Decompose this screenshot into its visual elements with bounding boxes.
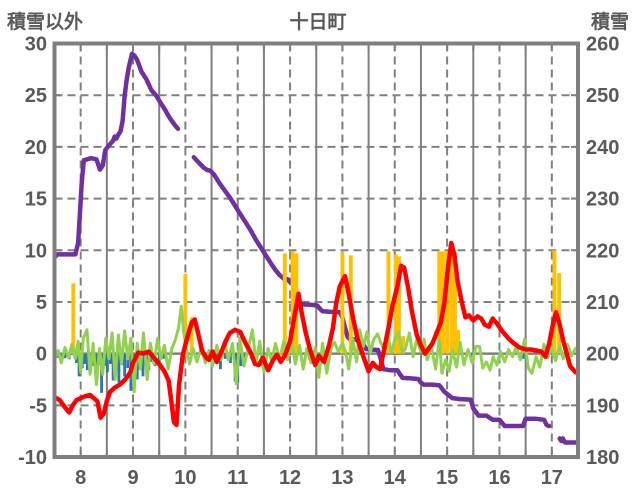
orange-bars-precipitation-bar: [456, 329, 461, 354]
x-tick-label: 17: [541, 467, 563, 489]
blue-bars-negative-bar: [94, 353, 98, 375]
x-tick-label: 14: [384, 467, 407, 489]
blue-bars-negative-bar: [117, 353, 121, 383]
y-right-tick-label: 220: [586, 240, 619, 262]
y-right-tick-label: 190: [586, 395, 619, 417]
y-left-tick-label: 0: [36, 344, 47, 366]
y-left-tick-label: 20: [25, 137, 47, 159]
purple-line-snow-depth: [557, 436, 576, 445]
gridlines: [54, 43, 578, 457]
purple-line-snow-depth: [296, 301, 552, 429]
blue-bars-negative-bar: [239, 353, 243, 367]
orange-bars-precipitation-bar: [396, 256, 401, 354]
y-right-tick-label: 210: [586, 292, 619, 314]
left-axis-title: 積雪以外: [7, 12, 84, 33]
x-tick-label: 10: [174, 467, 196, 489]
blue-bars-negative-bar: [219, 353, 222, 370]
blue-bars-negative-bar: [157, 353, 161, 363]
y-left-tick-label: 5: [36, 292, 47, 314]
y-left-tick-label: 30: [25, 34, 47, 56]
x-tick-label: 12: [279, 467, 301, 489]
plot-border: [52, 41, 580, 459]
orange-bars-precipitation-bar: [552, 250, 557, 354]
y-right-tick-label: 180: [586, 447, 619, 469]
orange-bars-precipitation-bar: [437, 251, 442, 354]
blue-bars-negative-bar: [223, 353, 227, 359]
purple-line-snow-depth: [191, 154, 297, 286]
x-tick-label: 8: [75, 467, 86, 489]
axis-labels: 30 25 20 15 10 5 0 -5 -10 260 250 240 230 220 210 200 19…: [18, 34, 619, 490]
y-left-tick-label: -5: [29, 395, 47, 417]
orange-bars-precipitation-bar: [71, 283, 76, 354]
orange-bars-precipitation-bar: [445, 251, 450, 354]
x-tick-label: 13: [331, 467, 353, 489]
blue-bars-negative-bar: [228, 353, 232, 363]
orange-bars-precipitation-bar: [393, 254, 398, 354]
y-right-tick-label: 230: [586, 189, 619, 211]
orange-bars-precipitation-bar: [453, 252, 457, 354]
y-right-tick-label: 200: [586, 344, 619, 366]
orange-bars-precipitation-bar: [290, 251, 295, 354]
right-axis-title: 積雪: [590, 12, 629, 33]
blue-bars-negative-bar: [109, 353, 112, 364]
x-tick-label: 16: [488, 467, 510, 489]
blue-bars-negative-bar: [63, 353, 67, 359]
blue-bars-negative-bar: [141, 353, 145, 377]
chart-title: 十日町: [289, 12, 347, 33]
x-tick-label: 9: [127, 467, 138, 489]
red-line-temperature: [56, 240, 576, 428]
orange-bars-precipitation-bar: [401, 336, 406, 354]
orange-bars-precipitation-bar: [282, 253, 287, 354]
x-tick-label: 11: [227, 467, 248, 489]
orange-bars-precipitation-bar: [449, 251, 454, 354]
blue-bars-negative-bar: [83, 353, 87, 364]
orange-bars-precipitation-bar: [557, 272, 562, 354]
purple-line-snow-depth: [56, 51, 181, 259]
orange-bars-precipitation-bar: [183, 274, 188, 354]
y-right-tick-label: 260: [586, 34, 619, 56]
y-left-tick-label: 10: [25, 240, 47, 262]
blue-bars-negative-bar: [123, 353, 127, 377]
blue-bars-negative-bar: [105, 353, 109, 373]
y-left-tick-label: -10: [18, 447, 47, 469]
y-left-tick-label: 25: [25, 85, 47, 107]
green-line: [56, 304, 576, 394]
y-left-tick-label: 15: [25, 189, 47, 211]
data-series: [56, 51, 576, 445]
y-right-tick-label: 240: [586, 137, 619, 159]
blue-bars-negative-bar: [126, 353, 130, 369]
orange-bars-precipitation-bar: [189, 317, 194, 354]
orange-bars-precipitation-bar: [386, 251, 391, 354]
y-right-tick-label: 250: [586, 85, 619, 107]
orange-bars-precipitation-bar: [340, 252, 345, 354]
blue-bars-negative-bar: [521, 353, 525, 359]
blue-bars-negative-bar: [86, 353, 89, 371]
blue-bars-negative-bar: [161, 353, 165, 359]
x-tick-label: 15: [436, 467, 458, 489]
